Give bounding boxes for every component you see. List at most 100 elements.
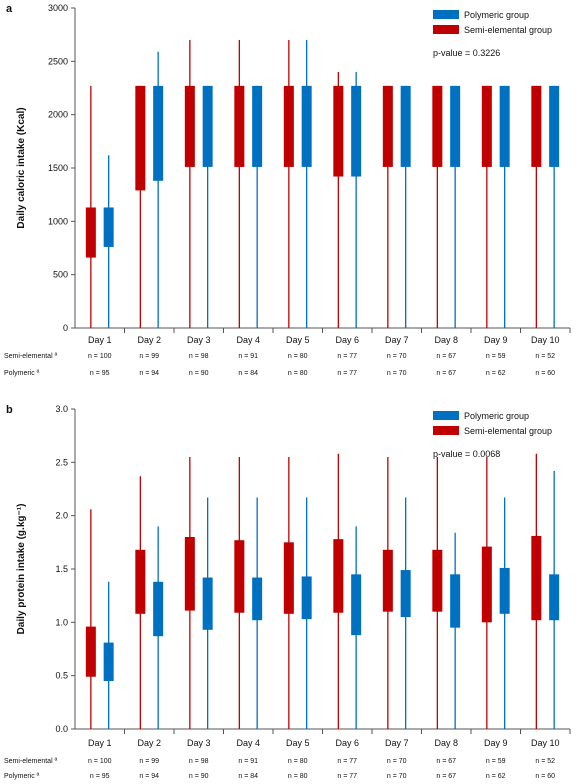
box-mark bbox=[252, 577, 263, 621]
box-mark bbox=[333, 85, 344, 177]
box-mark bbox=[301, 576, 312, 620]
n-count: n = 52 bbox=[535, 353, 555, 360]
box-mark bbox=[481, 85, 492, 167]
x-tick-label: Day 5 bbox=[286, 335, 310, 345]
n-count: n = 95 bbox=[90, 773, 110, 780]
n-row-label: Polymeric ª bbox=[4, 773, 40, 780]
box-mark bbox=[135, 85, 146, 191]
box-mark bbox=[184, 85, 195, 167]
n-count: n = 70 bbox=[387, 353, 407, 360]
legend-swatch bbox=[433, 426, 459, 435]
y-tick-label: 3.0 bbox=[55, 404, 68, 414]
x-tick-label: Day 3 bbox=[187, 335, 211, 345]
x-tick-label: Day 9 bbox=[484, 335, 508, 345]
y-tick-label: 0.5 bbox=[55, 671, 68, 681]
box-mark bbox=[85, 626, 96, 677]
box-mark bbox=[531, 85, 542, 167]
x-tick-label: Day 2 bbox=[137, 335, 161, 345]
y-tick-label: 1500 bbox=[48, 163, 68, 173]
n-count: n = 70 bbox=[387, 758, 407, 765]
x-tick-label: Day 9 bbox=[484, 738, 508, 748]
box-mark bbox=[499, 85, 510, 167]
y-tick-label: 2.5 bbox=[55, 457, 68, 467]
n-count: n = 67 bbox=[436, 353, 456, 360]
x-tick-label: Day 8 bbox=[434, 335, 458, 345]
y-tick-label: 500 bbox=[53, 270, 68, 280]
y-tick-label: 3000 bbox=[48, 3, 68, 13]
x-tick-label: Day 4 bbox=[236, 335, 260, 345]
n-count: n = 60 bbox=[535, 773, 555, 780]
box-mark bbox=[153, 85, 164, 181]
legend-label: Polymeric group bbox=[464, 10, 529, 20]
box-mark bbox=[549, 574, 560, 621]
n-row-label: Semi-elemental ª bbox=[4, 758, 58, 765]
box-mark bbox=[153, 581, 164, 637]
legend-swatch bbox=[433, 10, 459, 19]
n-count: n = 52 bbox=[535, 758, 555, 765]
box-mark bbox=[234, 540, 245, 613]
x-tick-label: Day 8 bbox=[434, 738, 458, 748]
y-axis-label: Daily protein intake (g.kg⁻¹) bbox=[16, 504, 27, 635]
n-count: n = 59 bbox=[486, 758, 506, 765]
box-mark bbox=[301, 85, 312, 167]
n-count: n = 84 bbox=[238, 773, 258, 780]
n-count: n = 77 bbox=[337, 370, 357, 377]
box-mark bbox=[450, 85, 461, 167]
n-count: n = 91 bbox=[238, 353, 258, 360]
box-mark bbox=[252, 85, 263, 167]
n-count: n = 77 bbox=[337, 353, 357, 360]
panel-label: b bbox=[6, 404, 13, 416]
p-value-annotation: p-value = 0.3226 bbox=[433, 48, 500, 58]
box-mark bbox=[432, 549, 443, 612]
n-count: n = 77 bbox=[337, 758, 357, 765]
x-tick-label: Day 7 bbox=[385, 738, 409, 748]
y-tick-label: 1000 bbox=[48, 216, 68, 226]
panel-label: a bbox=[6, 3, 13, 15]
y-tick-label: 2500 bbox=[48, 56, 68, 66]
box-mark bbox=[202, 577, 213, 630]
n-count: n = 70 bbox=[387, 370, 407, 377]
n-count: n = 95 bbox=[90, 370, 110, 377]
n-count: n = 99 bbox=[139, 353, 159, 360]
box-mark bbox=[432, 85, 443, 167]
n-count: n = 80 bbox=[288, 773, 308, 780]
y-tick-label: 0 bbox=[63, 323, 68, 333]
box-mark bbox=[234, 85, 245, 167]
n-count: n = 94 bbox=[139, 773, 159, 780]
n-count: n = 67 bbox=[436, 370, 456, 377]
box-mark bbox=[499, 567, 510, 614]
x-tick-label: Day 2 bbox=[137, 738, 161, 748]
n-count: n = 60 bbox=[535, 370, 555, 377]
legend-label: Semi-elemental group bbox=[464, 25, 552, 35]
box-mark bbox=[382, 549, 393, 612]
n-count: n = 98 bbox=[189, 353, 209, 360]
y-tick-label: 1.5 bbox=[55, 564, 68, 574]
n-count: n = 80 bbox=[288, 758, 308, 765]
box-mark bbox=[351, 85, 362, 177]
y-tick-label: 2.0 bbox=[55, 511, 68, 521]
n-row-label: Polymeric ª bbox=[4, 370, 40, 377]
y-axis-label: Daily caloric intake (Kcal) bbox=[16, 107, 27, 228]
n-count: n = 84 bbox=[238, 370, 258, 377]
n-count: n = 99 bbox=[139, 758, 159, 765]
legend-label: Semi-elemental group bbox=[464, 426, 552, 436]
box-mark bbox=[283, 542, 294, 614]
x-tick-label: Day 1 bbox=[88, 335, 112, 345]
box-mark bbox=[103, 642, 114, 681]
n-count: n = 62 bbox=[486, 773, 506, 780]
box-mark bbox=[85, 207, 96, 258]
n-count: n = 90 bbox=[189, 370, 209, 377]
n-count: n = 98 bbox=[189, 758, 209, 765]
legend-swatch bbox=[433, 411, 459, 420]
n-count: n = 70 bbox=[387, 773, 407, 780]
n-count: n = 80 bbox=[288, 353, 308, 360]
n-count: n = 90 bbox=[189, 773, 209, 780]
box-mark bbox=[135, 549, 146, 614]
n-count: n = 67 bbox=[436, 758, 456, 765]
box-mark bbox=[549, 85, 560, 167]
box-mark bbox=[481, 546, 492, 623]
n-count: n = 59 bbox=[486, 353, 506, 360]
y-tick-label: 0.0 bbox=[55, 724, 68, 734]
n-count: n = 100 bbox=[88, 758, 112, 765]
x-tick-label: Day 5 bbox=[286, 738, 310, 748]
